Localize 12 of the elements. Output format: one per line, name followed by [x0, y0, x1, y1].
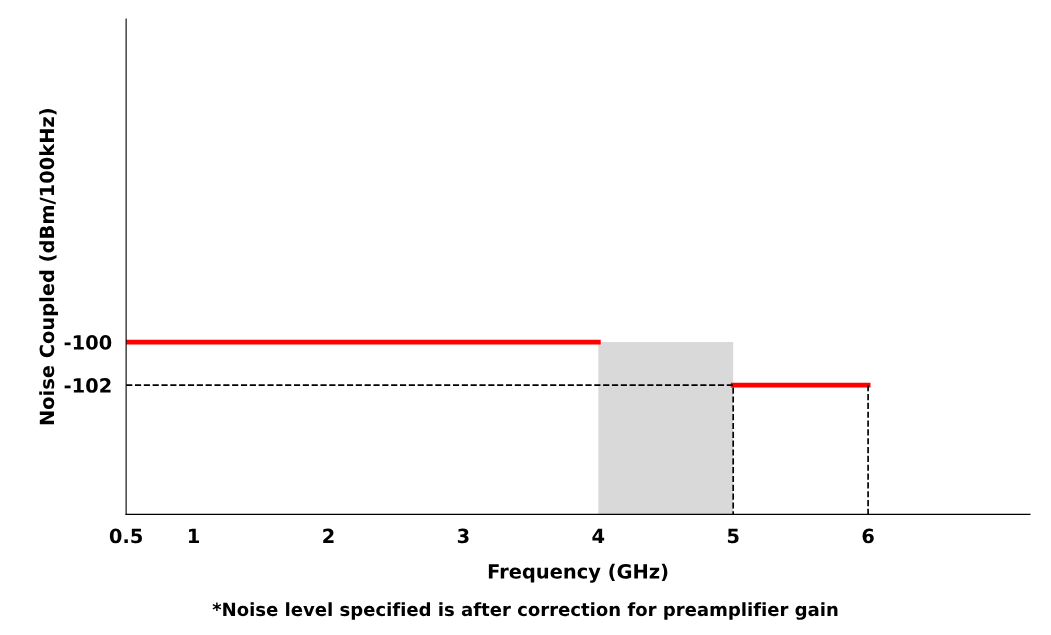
x-tick-label: 3	[457, 528, 469, 544]
x-tick-label: 4	[592, 528, 605, 544]
y-tick-label: -102	[64, 378, 111, 393]
x-tick-label: 0.5	[109, 528, 142, 544]
x-tick-label: 6	[862, 528, 874, 544]
x-tick-label: 5	[727, 528, 739, 544]
x-axis-title: Frequency (GHz)	[488, 563, 668, 583]
text: *Noise level specified is after correction for preamplifier gain	[212, 602, 838, 620]
y-axis-title: Noise Coupled (dBm/100kHz)	[39, 109, 59, 425]
x-tick-label: 1	[189, 528, 199, 544]
x-tick-label: 2	[323, 528, 334, 544]
y-tick-label: -100	[64, 335, 112, 350]
